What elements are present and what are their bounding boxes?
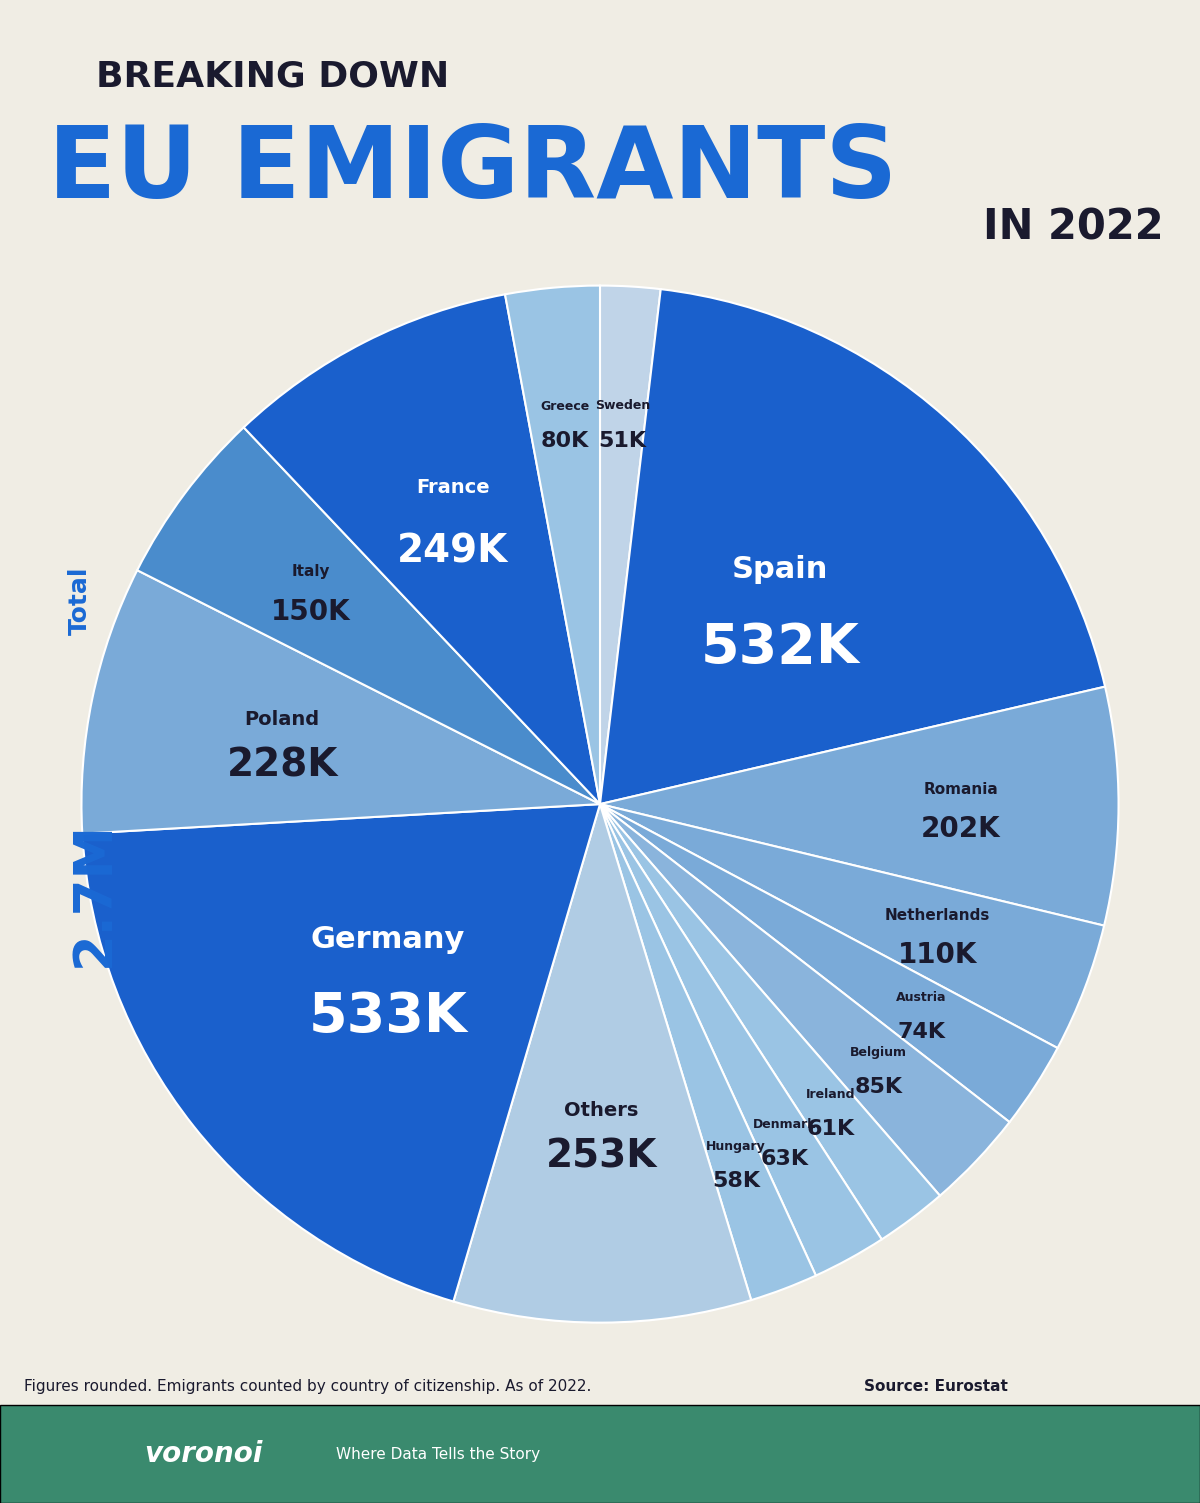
Wedge shape — [454, 804, 751, 1323]
Text: Netherlands: Netherlands — [884, 908, 990, 923]
FancyBboxPatch shape — [0, 1405, 1200, 1503]
Wedge shape — [600, 286, 661, 804]
Wedge shape — [600, 804, 882, 1276]
Wedge shape — [600, 804, 816, 1300]
Text: 63K: 63K — [761, 1150, 809, 1169]
Text: 85K: 85K — [854, 1076, 902, 1097]
Text: 58K: 58K — [712, 1171, 760, 1192]
Text: 2.7M: 2.7M — [68, 821, 120, 968]
Text: Poland: Poland — [245, 709, 319, 729]
Text: Ireland: Ireland — [805, 1088, 856, 1102]
Text: Belgium: Belgium — [850, 1046, 907, 1058]
Wedge shape — [244, 295, 600, 804]
Text: Germany: Germany — [311, 926, 466, 954]
Text: 249K: 249K — [397, 534, 509, 571]
Text: 228K: 228K — [227, 747, 338, 785]
Wedge shape — [82, 570, 600, 834]
Text: 533K: 533K — [308, 990, 468, 1045]
Wedge shape — [600, 804, 1104, 1048]
Text: Italy: Italy — [292, 565, 330, 580]
Wedge shape — [600, 687, 1118, 926]
Wedge shape — [600, 289, 1105, 804]
Text: Sweden: Sweden — [595, 400, 650, 412]
Text: Austria: Austria — [896, 990, 947, 1004]
Text: 202K: 202K — [920, 815, 1001, 843]
Text: 150K: 150K — [271, 598, 350, 625]
Text: Greece: Greece — [540, 400, 589, 413]
Text: Total: Total — [68, 567, 92, 636]
Text: 61K: 61K — [806, 1120, 854, 1139]
Text: France: France — [416, 478, 490, 497]
Text: BREAKING DOWN: BREAKING DOWN — [96, 60, 449, 93]
Text: voronoi: voronoi — [144, 1440, 263, 1468]
Text: IN 2022: IN 2022 — [983, 207, 1164, 249]
Text: Spain: Spain — [732, 556, 828, 585]
Wedge shape — [83, 804, 600, 1302]
Text: 110K: 110K — [898, 941, 977, 969]
Text: 80K: 80K — [541, 431, 589, 451]
Text: Hungary: Hungary — [706, 1141, 766, 1153]
Text: 51K: 51K — [599, 430, 647, 451]
Wedge shape — [600, 804, 940, 1240]
Text: 253K: 253K — [546, 1138, 658, 1175]
Text: Where Data Tells the Story: Where Data Tells the Story — [336, 1447, 540, 1461]
Text: EU EMIGRANTS: EU EMIGRANTS — [48, 122, 898, 219]
Text: Romania: Romania — [923, 782, 998, 797]
Text: 532K: 532K — [701, 621, 860, 675]
Wedge shape — [600, 804, 1009, 1196]
Text: 74K: 74K — [898, 1022, 946, 1042]
Wedge shape — [137, 427, 600, 804]
Text: Source: Eurostat: Source: Eurostat — [864, 1380, 1008, 1393]
Wedge shape — [505, 286, 600, 804]
Text: Others: Others — [564, 1100, 638, 1120]
Text: Figures rounded. Emigrants counted by country of citizenship. As of 2022.: Figures rounded. Emigrants counted by co… — [24, 1380, 601, 1393]
Wedge shape — [600, 804, 1057, 1123]
Text: Denmark: Denmark — [752, 1118, 816, 1132]
